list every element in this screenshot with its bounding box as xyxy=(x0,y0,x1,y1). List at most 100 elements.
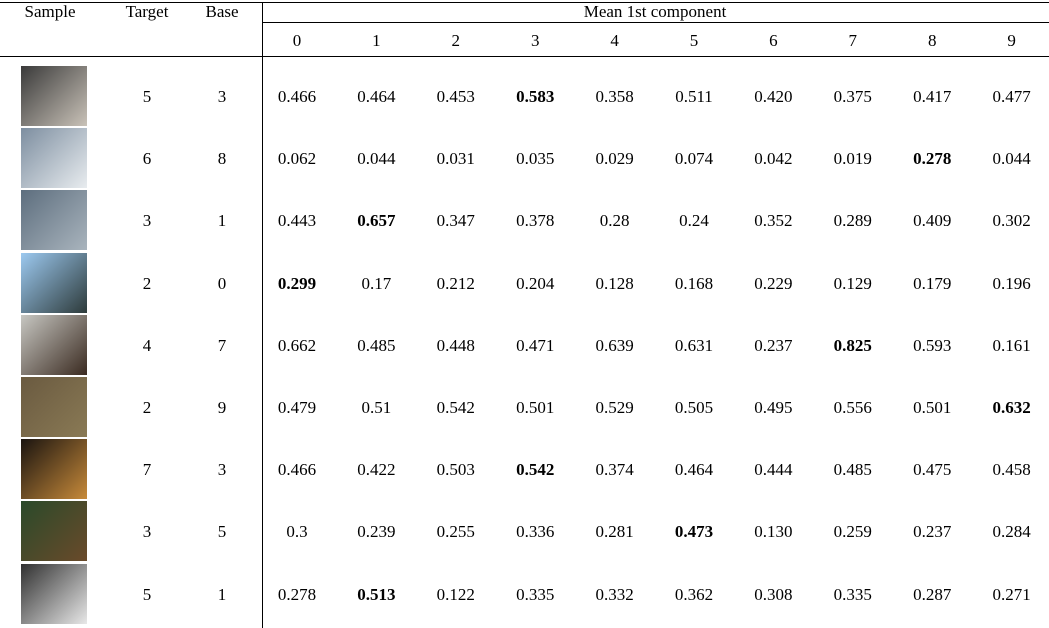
class-header: 5 xyxy=(689,31,699,50)
header-rule xyxy=(0,56,1049,57)
sample-image xyxy=(21,439,87,500)
value-cell: 0.485 xyxy=(357,335,396,355)
sample-image xyxy=(21,190,87,251)
value-cell: 0.593 xyxy=(913,335,952,355)
value-cell: 0.458 xyxy=(992,460,1031,480)
value-cell: 0.335 xyxy=(516,584,555,604)
value-cell: 0.031 xyxy=(436,149,475,169)
value-cell: 0.237 xyxy=(913,522,952,542)
value-cell: 0.501 xyxy=(913,398,952,417)
value-cell: 0.332 xyxy=(595,584,634,604)
value-cell: 0.3 xyxy=(286,522,308,542)
value-cell: 0.179 xyxy=(913,273,952,293)
value-cell: 0.471 xyxy=(516,335,555,355)
value-cell: 0.443 xyxy=(277,211,317,231)
value-cell: 0.479 xyxy=(277,398,317,417)
base-cell: 1 xyxy=(217,584,227,604)
value-cell: 0.409 xyxy=(913,211,952,231)
value-cell: 0.583 xyxy=(516,87,555,106)
sample-image xyxy=(21,66,87,126)
value-cell: 0.347 xyxy=(436,211,475,231)
value-cell: 0.505 xyxy=(674,398,714,417)
value-cell: 0.289 xyxy=(833,211,872,231)
column-divider xyxy=(262,2,263,628)
sample-image xyxy=(21,377,87,437)
value-cell: 0.639 xyxy=(595,335,634,355)
value-cell: 0.473 xyxy=(674,522,714,542)
value-cell: 0.374 xyxy=(595,460,634,480)
sample-image xyxy=(21,563,87,624)
value-cell: 0.28 xyxy=(599,211,630,231)
target-cell: 3 xyxy=(142,211,152,231)
class-header: 1 xyxy=(372,31,381,50)
value-cell: 0.044 xyxy=(357,149,396,169)
value-cell: 0.335 xyxy=(833,584,872,604)
value-cell: 0.122 xyxy=(436,584,475,604)
value-cell: 0.019 xyxy=(833,149,872,169)
value-cell: 0.24 xyxy=(679,211,709,231)
value-cell: 0.336 xyxy=(516,522,555,542)
value-cell: 0.464 xyxy=(357,87,396,106)
group-rule xyxy=(262,22,1049,23)
header-sample: Sample xyxy=(24,2,76,21)
value-cell: 0.466 xyxy=(277,87,317,106)
value-cell: 0.511 xyxy=(675,87,713,106)
target-cell: 2 xyxy=(142,398,152,417)
value-cell: 0.035 xyxy=(516,149,555,169)
base-cell: 1 xyxy=(217,211,227,231)
base-cell: 8 xyxy=(217,149,227,169)
value-cell: 0.422 xyxy=(357,460,396,480)
sample-image xyxy=(21,128,87,189)
class-header: 7 xyxy=(848,31,858,50)
header-target: Target xyxy=(125,2,169,21)
value-cell: 0.631 xyxy=(674,335,714,355)
value-cell: 0.278 xyxy=(277,584,317,604)
value-cell: 0.51 xyxy=(361,398,392,417)
value-cell: 0.284 xyxy=(992,522,1031,542)
value-cell: 0.464 xyxy=(674,460,714,480)
value-cell: 0.302 xyxy=(992,211,1031,231)
value-cell: 0.308 xyxy=(754,584,793,604)
class-header: 9 xyxy=(1007,31,1016,50)
value-cell: 0.485 xyxy=(833,460,872,480)
value-cell: 0.358 xyxy=(595,87,634,106)
base-cell: 3 xyxy=(217,87,227,106)
value-cell: 0.237 xyxy=(754,335,793,355)
value-cell: 0.287 xyxy=(913,584,952,604)
value-cell: 0.074 xyxy=(674,149,714,169)
value-cell: 0.513 xyxy=(357,584,396,604)
value-cell: 0.375 xyxy=(833,87,872,106)
value-cell: 0.044 xyxy=(992,149,1031,169)
class-header: 0 xyxy=(292,31,302,50)
value-cell: 0.495 xyxy=(754,398,793,417)
value-cell: 0.129 xyxy=(833,273,872,293)
class-header: 8 xyxy=(927,31,937,50)
value-cell: 0.352 xyxy=(754,211,793,231)
value-cell: 0.259 xyxy=(833,522,872,542)
class-header: 4 xyxy=(610,31,619,50)
class-header: 6 xyxy=(769,31,778,50)
value-cell: 0.128 xyxy=(595,273,634,293)
sample-image xyxy=(21,501,87,562)
value-cell: 0.042 xyxy=(754,149,793,169)
target-cell: 2 xyxy=(142,273,152,293)
value-cell: 0.420 xyxy=(754,87,793,106)
top-rule xyxy=(0,2,1049,3)
target-cell: 6 xyxy=(142,149,152,169)
target-cell: 5 xyxy=(142,584,152,604)
base-cell: 5 xyxy=(217,522,227,542)
value-cell: 0.378 xyxy=(516,211,555,231)
value-cell: 0.825 xyxy=(833,335,872,355)
header-group: Mean 1st component xyxy=(583,2,727,21)
value-cell: 0.662 xyxy=(277,335,317,355)
class-header: 3 xyxy=(530,31,540,50)
value-cell: 0.161 xyxy=(992,335,1031,355)
target-cell: 3 xyxy=(142,522,152,542)
value-cell: 0.501 xyxy=(516,398,555,417)
target-cell: 7 xyxy=(142,460,152,480)
value-cell: 0.029 xyxy=(595,149,634,169)
value-cell: 0.130 xyxy=(754,522,793,542)
value-cell: 0.204 xyxy=(516,273,555,293)
value-cell: 0.196 xyxy=(992,273,1031,293)
